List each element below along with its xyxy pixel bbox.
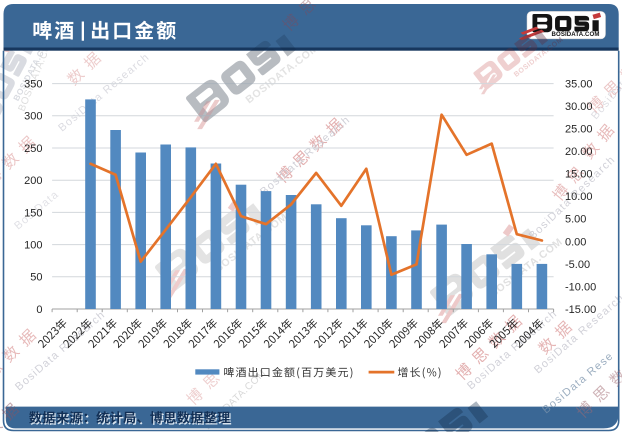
svg-text:30.00: 30.00: [565, 101, 593, 113]
svg-text:0: 0: [36, 304, 42, 316]
svg-text:15.00: 15.00: [565, 169, 593, 181]
svg-text:250: 250: [24, 143, 42, 155]
svg-text:35.00: 35.00: [565, 79, 593, 91]
svg-text:BOSIDATA.COM: BOSIDATA.COM: [552, 31, 600, 38]
svg-text:0.00: 0.00: [565, 236, 586, 248]
svg-text:150: 150: [24, 207, 42, 219]
svg-text:300: 300: [24, 111, 42, 123]
svg-text:-5.00: -5.00: [565, 259, 590, 271]
svg-text:100: 100: [24, 240, 42, 252]
svg-text:350: 350: [24, 79, 42, 91]
svg-text:-15.00: -15.00: [565, 304, 596, 316]
svg-text:20.00: 20.00: [565, 146, 593, 158]
svg-text:5.00: 5.00: [565, 214, 586, 226]
svg-text:25.00: 25.00: [565, 124, 593, 136]
svg-text:-10.00: -10.00: [565, 281, 596, 293]
svg-text:200: 200: [24, 175, 42, 187]
svg-text:50: 50: [30, 272, 42, 284]
svg-text:10.00: 10.00: [565, 191, 593, 203]
